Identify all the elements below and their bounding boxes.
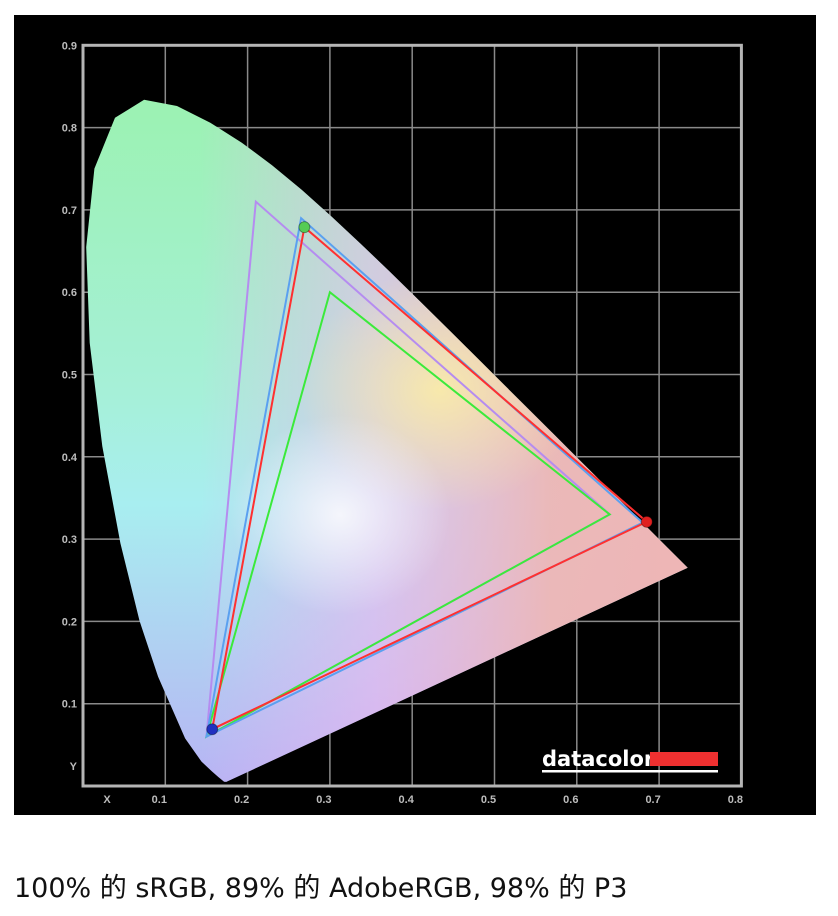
gamut-triangle-1 <box>204 290 612 739</box>
gamut-triangle-3 <box>210 225 649 731</box>
y-tick-label: 0.1 <box>62 699 77 711</box>
x-tick-label: 0.3 <box>316 794 331 806</box>
logo-underline <box>542 770 718 773</box>
y-tick-label: 0.6 <box>62 287 77 299</box>
y-tick-label: 0.2 <box>62 616 77 628</box>
y-tick-label: 0.5 <box>62 370 77 382</box>
measured-primary-red <box>640 515 653 528</box>
x-axis-label: X <box>103 794 111 806</box>
y-tick-label: 0.4 <box>62 452 78 464</box>
x-tick-label: 0.1 <box>152 794 167 806</box>
y-axis-label: Y <box>70 761 78 773</box>
datacolor-logo: datacolor <box>542 747 718 773</box>
y-tick-label: 0.9 <box>62 40 77 52</box>
x-tick-label: 0.4 <box>399 794 415 806</box>
y-tick-label: 0.7 <box>62 205 77 217</box>
y-tick-label: 0.8 <box>62 123 77 135</box>
logo-red-bar <box>650 752 718 766</box>
x-tick-label: 0.2 <box>234 794 249 806</box>
x-tick-label: 0.5 <box>481 794 496 806</box>
gamut-coverage-caption: 100% 的 sRGB, 89% 的 AdobeRGB, 98% 的 P3 <box>14 873 628 904</box>
x-tick-label: 0.6 <box>563 794 578 806</box>
x-tick-label: 0.7 <box>645 794 660 806</box>
measured-primary-blue <box>206 723 219 736</box>
x-tick-label: 0.8 <box>728 794 743 806</box>
plot-frame <box>81 43 743 788</box>
measured-primary-green <box>298 221 311 234</box>
logo-text: datacolor <box>542 747 655 771</box>
cie-chromaticity-chart: 0.1 0.2 0.3 0.4 0.5 0.6 0.7 0.8 0.1 0.2 0.3 0.4 0.5 0… <box>14 15 816 815</box>
y-tick-label: 0.3 <box>62 534 77 546</box>
